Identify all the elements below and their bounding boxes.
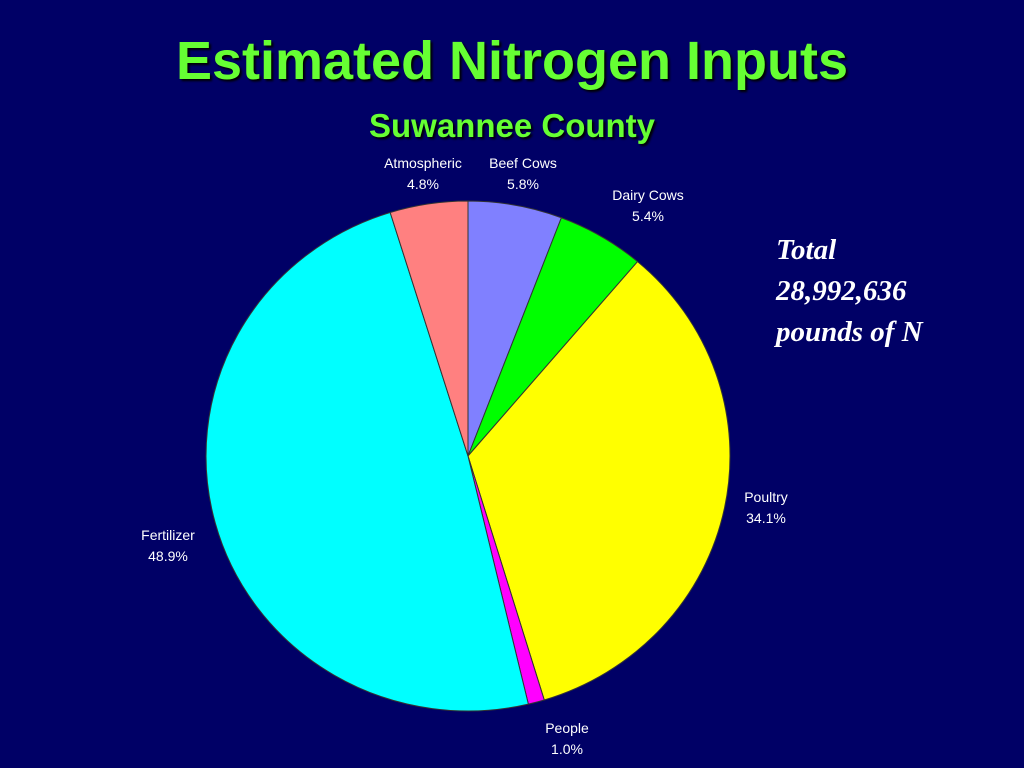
slice-label-poultry: Poultry 34.1% (744, 489, 788, 526)
slice-label-people: People 1.0% (545, 720, 589, 757)
pie-slice-fertilizer (205, 211, 529, 712)
chart-title: Estimated Nitrogen Inputs (175, 31, 849, 91)
total-annotation: Total 28,992,636 pounds of N (776, 230, 923, 353)
chart-subtitle: Suwannee County (368, 107, 656, 144)
slice-label-atmospheric: Atmospheric 4.8% (384, 155, 462, 192)
slice-label-beef-cows: Beef Cows 5.8% (489, 155, 557, 192)
total-label: Total (776, 234, 837, 266)
pie-slice-atmospheric (389, 200, 469, 457)
slice-label-fertilizer: Fertilizer 48.9% (141, 527, 195, 564)
slice-label-dairy-cows: Dairy Cows 5.4% (612, 187, 684, 224)
total-value: 28,992,636 (776, 275, 907, 307)
pie-slice-poultry (467, 260, 731, 701)
total-unit: pounds of N (776, 316, 923, 348)
